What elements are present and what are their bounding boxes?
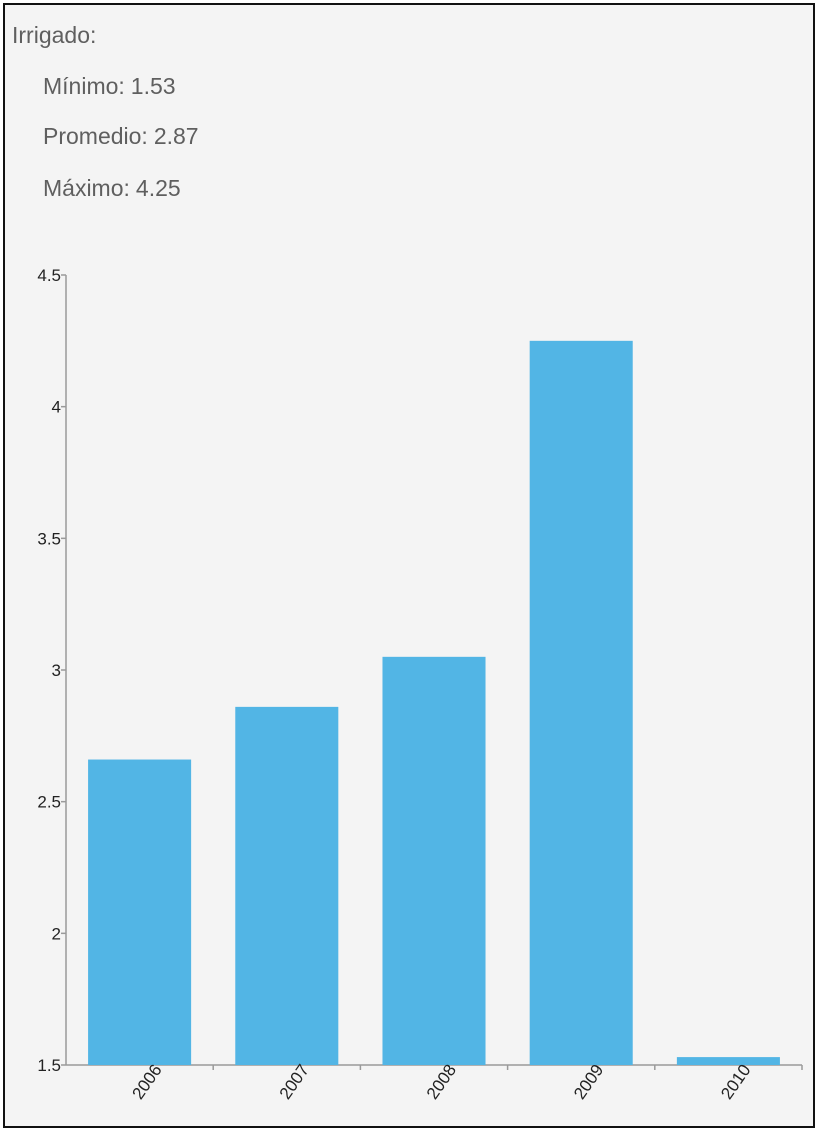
y-tick-label: 2 (52, 924, 61, 943)
bar-2009 (529, 340, 633, 1065)
stat-minimum-label: Mínimo: (43, 73, 125, 99)
stat-average-value: 2.87 (153, 123, 199, 149)
stat-maximum-value: 4.25 (135, 175, 181, 201)
x-tick-label: 2008 (423, 1061, 460, 1103)
stat-minimum-value: 1.53 (130, 73, 176, 99)
y-tick-label: 3 (52, 661, 61, 680)
section-title: Irrigado: (12, 22, 97, 48)
y-tick-label: 4.5 (37, 266, 61, 285)
x-tick-label: 2006 (128, 1061, 165, 1103)
x-tick-label: 2009 (570, 1061, 607, 1103)
bar-chart: 1.5 2 2.5 3 3.5 4 4.5 2006 2007 2008 2009 2010 (37, 266, 803, 1103)
stat-maximum: Máximo: 4.25 (43, 175, 181, 202)
stat-maximum-label: Máximo: (43, 175, 130, 201)
y-tick-label: 3.5 (37, 529, 61, 548)
x-tick-label: 2007 (276, 1061, 313, 1103)
bar-2007 (235, 706, 339, 1065)
y-tick-label: 4 (52, 398, 61, 417)
stat-average: Promedio: 2.87 (43, 123, 199, 150)
chart-panel: Irrigado: Mínimo: 1.53 Promedio: 2.87 Máxi… (3, 3, 815, 1128)
bar-2008 (382, 656, 486, 1065)
stat-average-label: Promedio: (43, 123, 148, 149)
bar-2006 (88, 759, 192, 1065)
x-tick-label: 2010 (717, 1061, 754, 1103)
y-tick-label: 1.5 (37, 1056, 61, 1075)
y-tick-label: 2.5 (37, 793, 61, 812)
bar-2010 (676, 1057, 780, 1065)
stat-minimum: Mínimo: 1.53 (43, 73, 176, 100)
